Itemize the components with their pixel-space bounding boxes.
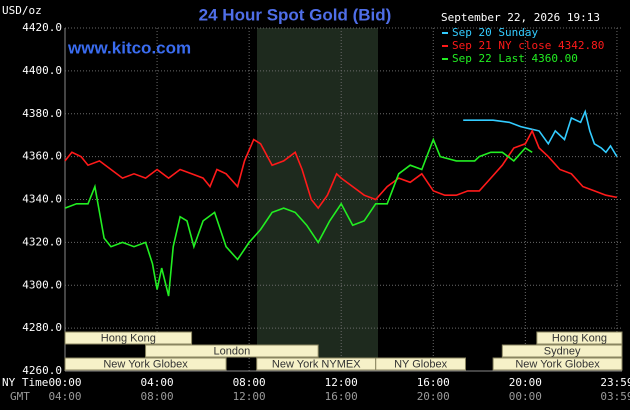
legend-label: Sep 20 Sunday bbox=[452, 26, 538, 39]
session-bar bbox=[145, 344, 319, 358]
x-row-label: NY Time bbox=[2, 376, 48, 389]
session-bar bbox=[64, 357, 227, 371]
series-line bbox=[463, 109, 618, 158]
x2-tick-label: 12:00 bbox=[233, 390, 266, 403]
session-label: Sydney bbox=[544, 345, 581, 357]
y-tick-label: 4360.0 bbox=[22, 150, 62, 163]
series-line bbox=[64, 129, 618, 210]
session-label: New York Globex bbox=[515, 358, 600, 370]
legend-label: Sep 22 Last 4360.00 bbox=[452, 52, 578, 65]
x2-row-label: GMT bbox=[10, 390, 30, 403]
y-tick-label: 4260.0 bbox=[22, 364, 62, 377]
x-tick-label: 04:00 bbox=[141, 376, 174, 389]
series-line bbox=[64, 137, 533, 297]
session-bar bbox=[501, 344, 623, 358]
legend-header: September 22, 2026 19:13 bbox=[441, 11, 600, 24]
x2-tick-label: 20:00 bbox=[417, 390, 450, 403]
x-tick-label: 00:00 bbox=[48, 376, 81, 389]
x-tick-label: 08:00 bbox=[233, 376, 266, 389]
session-label: Hong Kong bbox=[552, 332, 607, 344]
session-bar bbox=[375, 357, 466, 371]
x2-tick-label: 03:59 bbox=[600, 390, 630, 403]
y-unit: USD/oz bbox=[2, 4, 42, 17]
y-tick-label: 4340.0 bbox=[22, 193, 62, 206]
x2-tick-label: 04:00 bbox=[48, 390, 81, 403]
x2-tick-label: 00:00 bbox=[509, 390, 542, 403]
session-bar bbox=[64, 331, 193, 345]
x2-tick-label: 08:00 bbox=[141, 390, 174, 403]
y-tick-label: 4320.0 bbox=[22, 235, 62, 248]
session-label: New York NYMEX bbox=[272, 358, 361, 370]
x-tick-label: 20:00 bbox=[509, 376, 542, 389]
y-tick-label: 4400.0 bbox=[22, 64, 62, 77]
session-label: New York Globex bbox=[103, 358, 188, 370]
y-tick-label: 4280.0 bbox=[22, 321, 62, 334]
y-tick-label: 4300.0 bbox=[22, 278, 62, 291]
y-tick-label: 4380.0 bbox=[22, 107, 62, 120]
x-tick-label: 23:59 bbox=[600, 376, 630, 389]
website: www.kitco.com bbox=[67, 38, 191, 57]
session-bar bbox=[492, 357, 623, 371]
session-label: NY Globex bbox=[394, 358, 447, 370]
chart-title: 24 Hour Spot Gold (Bid) bbox=[199, 5, 392, 24]
x-tick-label: 12:00 bbox=[325, 376, 358, 389]
legend-label: Sep 21 NY close 4342.80 bbox=[452, 39, 604, 52]
x2-tick-label: 16:00 bbox=[325, 390, 358, 403]
session-label: Hong Kong bbox=[101, 332, 156, 344]
y-tick-label: 4420.0 bbox=[22, 21, 62, 34]
session-label: London bbox=[214, 345, 251, 357]
x-tick-label: 16:00 bbox=[417, 376, 450, 389]
session-bar bbox=[536, 331, 623, 345]
